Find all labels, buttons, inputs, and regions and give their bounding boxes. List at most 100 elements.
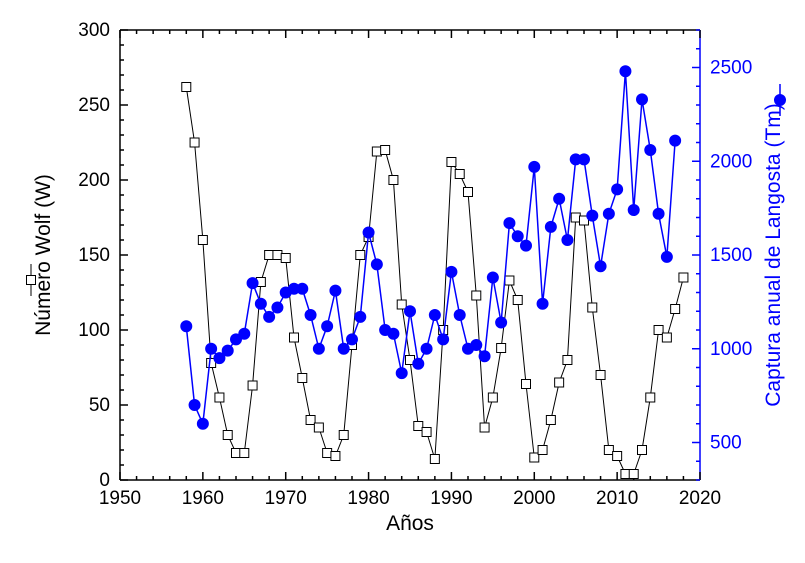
data-point-circle <box>330 285 341 296</box>
data-point-circle <box>405 306 416 317</box>
data-point-square <box>339 431 348 440</box>
y-right-tick-label: 500 <box>710 433 742 454</box>
data-point-circle <box>297 283 308 294</box>
data-point-circle <box>645 145 656 156</box>
x-axis-title: Años <box>386 512 434 535</box>
y-left-tick-label: 50 <box>89 395 110 416</box>
data-point-square <box>381 146 390 155</box>
data-point-square <box>356 251 365 260</box>
data-point-square <box>464 188 473 197</box>
data-point-circle <box>206 343 217 354</box>
y-right-tick-label: 2000 <box>710 151 752 172</box>
y-right-tick-label: 2500 <box>710 58 752 79</box>
data-point-circle <box>239 328 250 339</box>
data-point-square <box>248 381 257 390</box>
data-point-circle <box>628 205 639 216</box>
data-point-circle <box>496 317 507 328</box>
data-point-square <box>654 326 663 335</box>
data-point-square <box>430 455 439 464</box>
data-point-circle <box>355 311 366 322</box>
data-point-square <box>604 446 613 455</box>
data-point-square <box>563 356 572 365</box>
data-point-circle <box>363 227 374 238</box>
data-point-circle <box>487 272 498 283</box>
data-point-square <box>290 333 299 342</box>
data-point-square <box>546 416 555 425</box>
data-point-square <box>331 452 340 461</box>
data-point-circle <box>264 311 275 322</box>
data-point-circle <box>603 208 614 219</box>
data-point-square <box>422 428 431 437</box>
data-point-circle <box>479 351 490 362</box>
data-point-circle <box>521 240 532 251</box>
data-point-circle <box>371 259 382 270</box>
data-point-circle <box>255 298 266 309</box>
data-point-square <box>629 470 638 479</box>
data-point-square <box>571 213 580 222</box>
data-point-square <box>480 423 489 432</box>
x-tick-label: 1970 <box>265 488 307 509</box>
y-right-tick-label: 1500 <box>710 245 752 266</box>
data-point-square <box>447 158 456 167</box>
data-point-circle <box>579 154 590 165</box>
data-point-circle <box>438 334 449 345</box>
data-point-circle <box>413 358 424 369</box>
data-point-square <box>497 344 506 353</box>
x-tick-label: 2000 <box>513 488 555 509</box>
data-point-square <box>530 453 539 462</box>
y-left-tick-label: 150 <box>78 245 110 266</box>
data-point-circle <box>612 184 623 195</box>
legend-marker-circle <box>775 95 786 106</box>
data-point-circle <box>471 340 482 351</box>
y-left-tick-label: 300 <box>78 20 110 41</box>
data-point-square <box>488 393 497 402</box>
data-point-square <box>538 446 547 455</box>
data-point-circle <box>587 210 598 221</box>
data-point-square <box>232 449 241 458</box>
data-point-square <box>314 423 323 432</box>
y-left-tick-label: 0 <box>99 470 110 491</box>
y-left-tick-label: 250 <box>78 95 110 116</box>
data-point-circle <box>454 310 465 321</box>
data-point-square <box>522 380 531 389</box>
data-point-circle <box>637 94 648 105</box>
data-point-square <box>215 393 224 402</box>
x-tick-label: 2010 <box>596 488 638 509</box>
data-point-circle <box>512 231 523 242</box>
data-point-square <box>596 371 605 380</box>
data-point-circle <box>347 334 358 345</box>
data-point-square <box>397 300 406 309</box>
data-point-circle <box>338 343 349 354</box>
data-point-circle <box>421 343 432 354</box>
data-point-square <box>198 236 207 245</box>
data-point-square <box>638 446 647 455</box>
data-point-square <box>223 431 232 440</box>
data-point-circle <box>189 400 200 411</box>
data-point-circle <box>388 328 399 339</box>
data-point-circle <box>545 221 556 232</box>
data-point-square <box>190 138 199 147</box>
data-point-square <box>646 393 655 402</box>
data-point-square <box>513 296 522 305</box>
data-point-circle <box>504 218 515 229</box>
data-point-square <box>306 416 315 425</box>
data-point-circle <box>562 235 573 246</box>
data-point-circle <box>661 251 672 262</box>
data-point-square <box>372 147 381 156</box>
data-point-circle <box>670 135 681 146</box>
x-tick-label: 1950 <box>99 488 141 509</box>
data-point-square <box>265 251 274 260</box>
data-point-circle <box>305 310 316 321</box>
y-left-tick-label: 100 <box>78 320 110 341</box>
data-point-circle <box>446 266 457 277</box>
data-point-square <box>472 291 481 300</box>
data-point-circle <box>429 310 440 321</box>
data-point-circle <box>537 298 548 309</box>
data-point-circle <box>247 278 258 289</box>
data-point-square <box>389 176 398 185</box>
data-point-square <box>588 303 597 312</box>
data-point-square <box>505 276 514 285</box>
data-point-square <box>671 305 680 314</box>
data-point-square <box>323 449 332 458</box>
data-point-square <box>273 251 282 260</box>
